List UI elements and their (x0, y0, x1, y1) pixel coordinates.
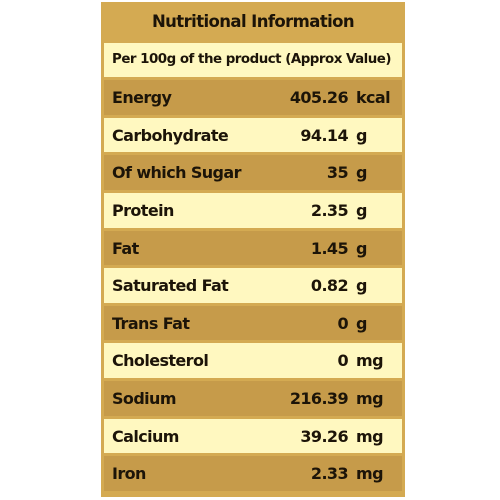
nutrient-name: Trans Fat (112, 313, 190, 333)
table-row-cholesterol: Cholesterol 0 mg (104, 343, 402, 378)
nutrient-name: Energy (112, 88, 172, 108)
nutrient-unit: mg (356, 464, 384, 484)
nutrient-name: Iron (112, 464, 146, 484)
nutrient-unit: mg (356, 388, 384, 408)
nutrient-value: 0 (337, 351, 348, 371)
nutrient-name: Saturated Fat (112, 276, 229, 296)
table-row-sodium: Sodium 216.39 mg (104, 380, 402, 416)
nutrient-value: 1.45 (310, 238, 349, 258)
nutrient-unit: kcal (356, 88, 391, 108)
nutrient-name: Carbohydrate (112, 125, 229, 145)
table-row-sugar: Of which Sugar 35 g (104, 155, 402, 190)
table-row-carbohydrate: Carbohydrate 94.14 g (104, 117, 402, 153)
nutrient-unit: g (356, 276, 367, 296)
nutrient-value: 2.33 (310, 464, 349, 484)
nutrient-unit: g (356, 125, 367, 145)
nutrition-table: Nutritional Information Per 100g of the … (101, 2, 405, 497)
nutrient-unit: g (356, 313, 367, 333)
table-row-calcium: Calcium 39.26 mg (104, 418, 402, 454)
nutrient-value: 35 (326, 163, 349, 183)
nutrient-value: 39.26 (300, 426, 348, 446)
nutrient-value: 0 (337, 313, 348, 333)
table-row-energy: Energy 405.26 kcal (104, 80, 402, 115)
table-row-iron: Iron 2.33 mg (104, 456, 402, 491)
nutrient-name: Sodium (112, 388, 177, 408)
nutrient-name: Fat (112, 238, 139, 258)
nutrient-unit: mg (356, 351, 384, 371)
nutrient-unit: g (356, 200, 367, 220)
nutrient-value: 0.82 (310, 276, 349, 296)
nutrient-unit: g (356, 238, 367, 258)
table-title: Nutritional Information (104, 5, 402, 40)
table-row-saturated-fat: Saturated Fat 0.82 g (104, 268, 402, 303)
table-row-fat: Fat 1.45 g (104, 230, 402, 266)
nutrient-value: 2.35 (310, 200, 349, 220)
table-row-protein: Protein 2.35 g (104, 192, 402, 228)
table-subtitle: Per 100g of the product (Approx Value) (104, 42, 402, 78)
table-row-trans-fat: Trans Fat 0 g (104, 305, 402, 341)
nutrient-value: 405.26 (289, 88, 349, 108)
nutrient-name: Of which Sugar (112, 163, 241, 183)
nutrient-unit: g (356, 163, 367, 183)
nutrient-name: Cholesterol (112, 351, 209, 371)
nutrient-value: 216.39 (289, 388, 349, 408)
nutrient-name: Calcium (112, 426, 179, 446)
nutrient-unit: mg (356, 426, 384, 446)
nutrient-value: 94.14 (300, 125, 348, 145)
nutrient-name: Protein (112, 200, 174, 220)
